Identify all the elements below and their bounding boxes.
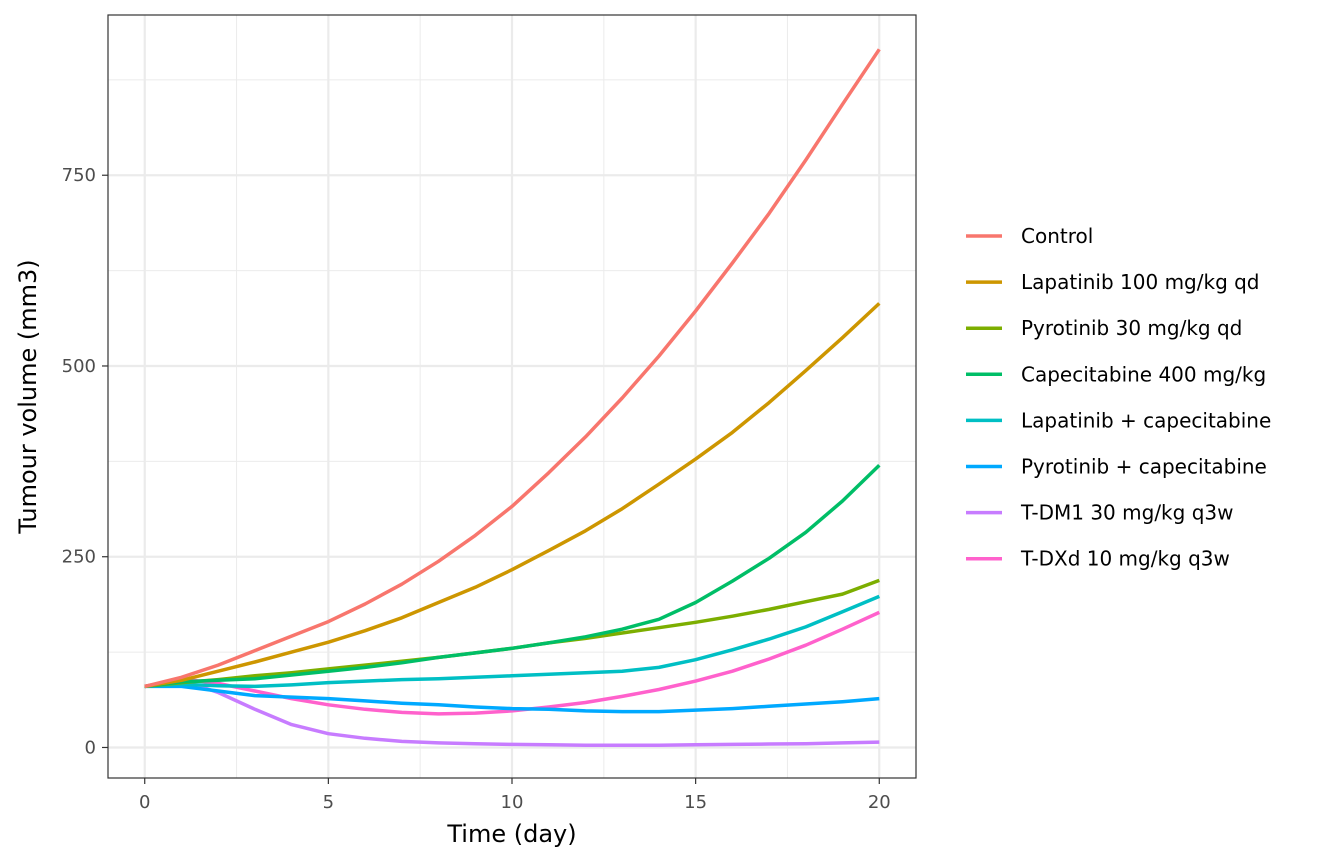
series-line-3 — [144, 463, 881, 689]
series-lines — [144, 48, 881, 747]
x-tick-label: 15 — [684, 792, 707, 813]
legend-label: T-DM1 30 mg/kg q3w — [1020, 501, 1233, 525]
y-tick-label: 500 — [62, 356, 96, 377]
series-line-6 — [144, 678, 880, 747]
legend-label: Control — [1021, 224, 1093, 248]
y-tick-label: 250 — [62, 547, 96, 568]
grid-major — [108, 15, 916, 778]
series-line-1 — [144, 302, 881, 689]
legend-label: T-DXd 10 mg/kg q3w — [1020, 547, 1230, 571]
y-axis: 0 250 500 750 — [62, 165, 108, 758]
legend-label: Lapatinib + capecitabine — [1021, 408, 1271, 432]
series-line-5 — [144, 684, 880, 714]
x-tick-label: 10 — [501, 792, 524, 813]
legend-label: Lapatinib 100 mg/kg qd — [1021, 270, 1260, 294]
x-tick-label: 5 — [323, 792, 334, 813]
legend-label: Capecitabine 400 mg/kg — [1021, 362, 1266, 386]
x-axis: 0 5 10 15 20 — [139, 778, 891, 813]
y-tick-label: 0 — [85, 737, 96, 758]
x-axis-title: Time (day) — [446, 820, 576, 848]
series-line-0 — [144, 48, 881, 689]
legend: Control Lapatinib 100 mg/kg qd Pyrotinib 3… — [966, 224, 1271, 571]
legend-label: Pyrotinib 30 mg/kg qd — [1021, 316, 1242, 340]
x-tick-label: 0 — [139, 792, 150, 813]
x-tick-label: 20 — [868, 792, 891, 813]
series-line-4 — [144, 594, 880, 689]
series-line-7 — [144, 610, 881, 716]
y-tick-label: 750 — [62, 165, 96, 186]
legend-label: Pyrotinib + capecitabine — [1021, 455, 1267, 479]
y-axis-title: Tumour volume (mm3) — [14, 259, 42, 534]
